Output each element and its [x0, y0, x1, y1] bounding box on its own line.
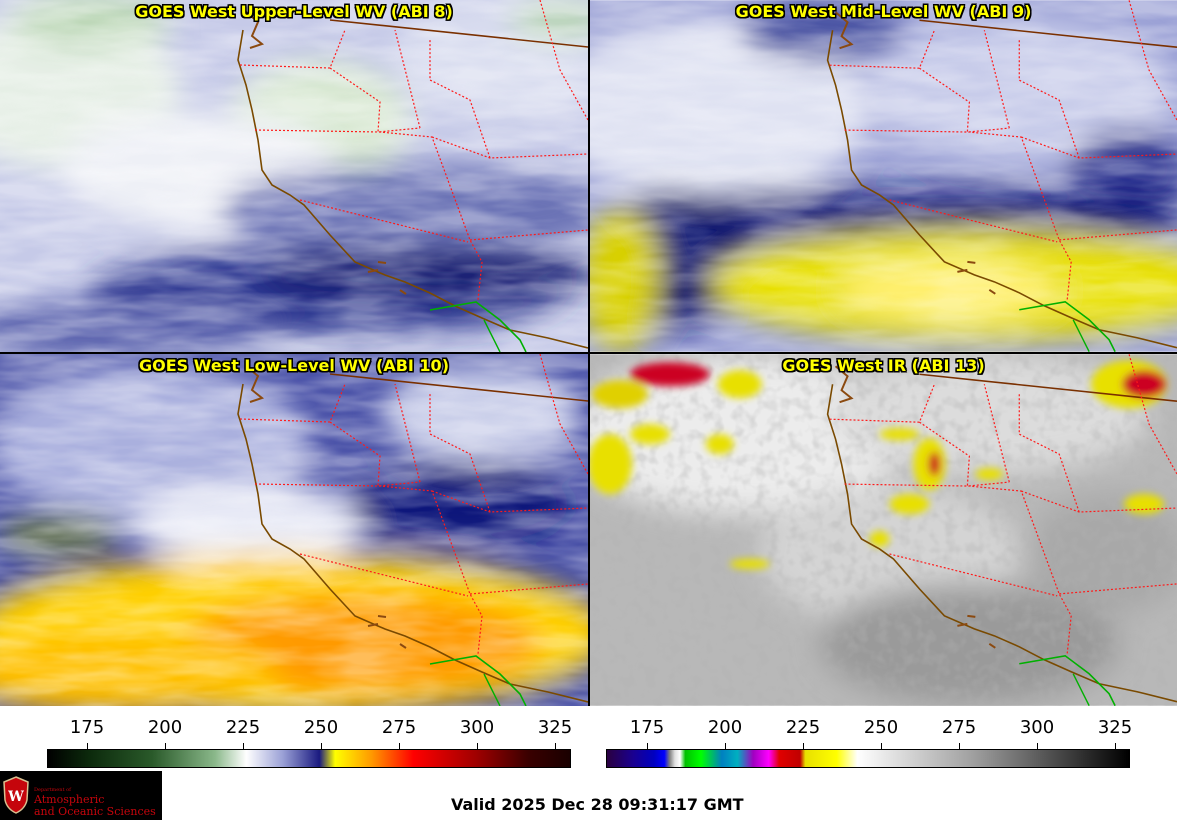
ir-tick-label: 275 — [941, 717, 977, 738]
ir-image — [590, 354, 1177, 706]
wv-tick-mark — [321, 743, 322, 749]
panel-divider-horizontal — [0, 352, 1177, 354]
mid-level-wv-image — [590, 0, 1177, 352]
wv-tick-label: 175 — [69, 717, 105, 738]
ir-tick-label: 200 — [707, 717, 743, 738]
logo-oceanic-line: and Oceanic Sciences — [34, 805, 156, 818]
ir-tick-label: 300 — [1019, 717, 1055, 738]
ir-tick-label: 175 — [629, 717, 665, 738]
ir-tick-mark — [803, 743, 804, 749]
wv-tick-label: 275 — [381, 717, 417, 738]
panel-title: GOES West Low-Level WV (ABI 10) — [138, 356, 449, 375]
panel-ir: GOES West IR (ABI 13) — [590, 354, 1177, 706]
ir-tick-mark — [725, 743, 726, 749]
panel-low-level-wv: GOES West Low-Level WV (ABI 10) — [0, 354, 588, 706]
logo-atmospheric-line: Atmospheric — [34, 793, 105, 806]
wv-tick-mark — [477, 743, 478, 749]
panel-title: GOES West Upper-Level WV (ABI 8) — [135, 2, 453, 21]
panel-upper-level-wv: GOES West Upper-Level WV (ABI 8) — [0, 0, 588, 352]
ir-tick-mark — [1115, 743, 1116, 749]
wv-tick-label: 200 — [147, 717, 183, 738]
ir-tick-label: 325 — [1097, 717, 1133, 738]
wv-colorbar-gradient — [47, 749, 571, 768]
ir-tick-mark — [1037, 743, 1038, 749]
uw-crest-icon: W — [3, 776, 29, 814]
panel-title: GOES West IR (ABI 13) — [782, 356, 985, 375]
aos-logo: W Department of Atmospheric and Oceanic … — [0, 771, 162, 820]
ir-tick-label: 250 — [863, 717, 899, 738]
wv-tick-mark — [399, 743, 400, 749]
upper-level-wv-image — [0, 0, 588, 352]
ir-tick-label: 225 — [785, 717, 821, 738]
low-level-wv-image — [0, 354, 588, 706]
wv-tick-label: 300 — [459, 717, 495, 738]
wv-tick-label: 325 — [537, 717, 573, 738]
wv-tick-label: 250 — [303, 717, 339, 738]
ir-tick-mark — [881, 743, 882, 749]
wv-tick-mark — [555, 743, 556, 749]
wv-tick-mark — [165, 743, 166, 749]
wv-tick-label: 225 — [225, 717, 261, 738]
panel-title: GOES West Mid-Level WV (ABI 9) — [735, 2, 1032, 21]
svg-text:W: W — [7, 789, 24, 805]
wv-tick-mark — [243, 743, 244, 749]
panel-mid-level-wv: GOES West Mid-Level WV (ABI 9) — [590, 0, 1177, 352]
ir-colorbar-gradient — [606, 749, 1130, 768]
ir-tick-mark — [959, 743, 960, 749]
ir-tick-mark — [647, 743, 648, 749]
valid-time: Valid 2025 Dec 28 09:31:17 GMT — [451, 795, 744, 814]
logo-department-line: Department of — [34, 787, 71, 793]
wv-tick-mark — [87, 743, 88, 749]
